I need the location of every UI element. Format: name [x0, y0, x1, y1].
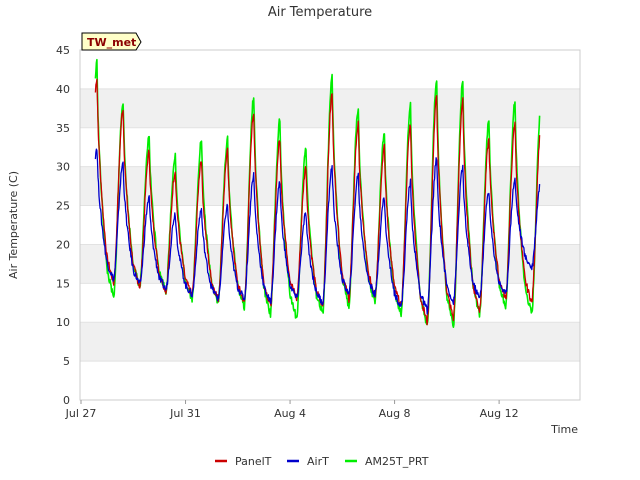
grid-band [80, 244, 580, 284]
y-axis-ticks: 0 5 10 15 20 25 30 35 40 45 [56, 44, 70, 407]
y-tick-label: 15 [56, 277, 70, 290]
x-tick-label: Aug 12 [480, 407, 519, 420]
legend: PanelT AirT AM25T_PRT [215, 455, 429, 468]
x-axis-ticks: Jul 27 Jul 31 Aug 4 Aug 8 Aug 12 [65, 400, 519, 420]
grid-band [80, 283, 580, 323]
x-tick-label: Jul 27 [65, 407, 97, 420]
series-line-panelt [94, 78, 541, 326]
site-label-text: TW_met [87, 36, 136, 49]
site-label-shape [81, 32, 142, 51]
y-tick-label: 0 [63, 394, 70, 407]
y-tick-label: 30 [56, 161, 70, 174]
plot-area-border [79, 49, 581, 401]
series-line-airt [94, 148, 541, 315]
grid-band [80, 205, 580, 245]
grid-band [80, 361, 580, 400]
x-tick-label: Jul 31 [169, 407, 201, 420]
chart-title: Air Temperature [268, 5, 372, 20]
y-tick-label: 40 [56, 83, 70, 96]
series-lines [94, 58, 541, 328]
x-tick-label: Aug 4 [274, 407, 306, 420]
x-axis-label: Time [550, 423, 578, 436]
y-tick-label: 35 [56, 122, 70, 135]
y-axis-label: Air Temperature (C) [7, 171, 20, 279]
y-tick-label: 45 [56, 44, 70, 57]
y-tick-label: 10 [56, 316, 70, 329]
grid-bands [80, 50, 580, 401]
y-tick-label: 25 [56, 200, 70, 213]
legend-label: AirT [307, 455, 329, 468]
grid-band [80, 127, 580, 167]
site-label-box: TW_met [81, 32, 142, 51]
legend-label: PanelT [235, 455, 272, 468]
legend-label: AM25T_PRT [365, 455, 429, 468]
x-tick-label: Aug 8 [379, 407, 411, 420]
grid-band [80, 322, 580, 362]
y-tick-label: 5 [63, 355, 70, 368]
y-tick-label: 20 [56, 238, 70, 251]
grid-band [80, 50, 580, 89]
